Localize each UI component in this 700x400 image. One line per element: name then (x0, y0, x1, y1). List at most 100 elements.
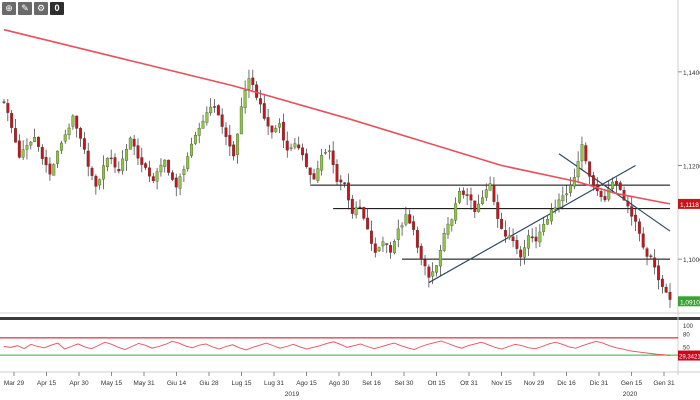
candle-body-57 (220, 114, 224, 127)
candle-body-37 (144, 163, 148, 168)
candle-body-125 (480, 197, 484, 204)
pencil-icon[interactable]: ✎ (18, 2, 32, 15)
candle-body-141 (542, 223, 546, 232)
candle-body-66 (255, 84, 259, 98)
x-tick-label-9: Ago 15 (296, 380, 317, 387)
x-tick-label-1: Apr 15 (37, 380, 57, 387)
candle-body-51 (197, 127, 201, 136)
candle-body-101 (389, 245, 393, 253)
pane-separator (0, 317, 700, 320)
candle-body-92 (354, 207, 358, 216)
candle-body-14 (56, 150, 60, 164)
candle-body-9 (36, 136, 40, 147)
x-tick-label-5: Giu 14 (167, 380, 187, 387)
candle-body-15 (59, 142, 63, 151)
candle-body-144 (553, 207, 557, 210)
candle-body-18 (71, 115, 75, 127)
candle-body-160 (614, 181, 618, 185)
last-price-label: 1,0910 (680, 299, 700, 306)
candle-body-45 (174, 177, 178, 188)
x-tick-label-20: Gen 31 (653, 380, 675, 387)
candle-body-33 (128, 137, 132, 150)
candle-body-110 (423, 259, 427, 267)
candle-body-25 (98, 179, 102, 186)
y-tick-label-2: 1,1000 (683, 257, 700, 264)
candle-body-165 (634, 214, 638, 222)
moving-average-line (3, 28, 671, 205)
candle-body-128 (492, 184, 496, 202)
candle-body-89 (343, 182, 347, 184)
candle-body-76 (293, 143, 297, 148)
candle-body-170 (653, 257, 657, 268)
year-label-0: 2019 (285, 391, 300, 398)
x-tick-label-2: Apr 30 (69, 380, 89, 387)
candle-body-74 (285, 140, 289, 151)
chart-toolbar: ⊕ ✎ ⚙ 0 (2, 2, 64, 15)
candle-body-123 (473, 200, 477, 212)
candle-body-139 (534, 236, 538, 242)
x-tick-label-11: Set 16 (362, 380, 381, 387)
candle-body-5 (21, 149, 25, 158)
oscillator-tick-label-1: 80 (683, 333, 690, 339)
candle-body-32 (125, 148, 128, 161)
candle-body-111 (427, 266, 431, 278)
candle-body-98 (377, 247, 381, 252)
candle-body-150 (576, 161, 580, 178)
candle-body-80 (308, 167, 312, 175)
candle-body-38 (147, 167, 151, 177)
candle-body-71 (274, 128, 278, 132)
candle-body-83 (320, 154, 324, 171)
candle-body-48 (186, 156, 190, 169)
candle-body-35 (136, 145, 140, 159)
candle-body-138 (530, 236, 534, 239)
candle-body-96 (369, 230, 373, 244)
candle-body-112 (431, 271, 435, 277)
candle-body-108 (415, 230, 419, 248)
candle-body-62 (239, 106, 243, 135)
candle-body-68 (262, 103, 266, 119)
candle-body-42 (163, 159, 167, 167)
candle-body-174 (668, 291, 672, 300)
candle-body-167 (641, 233, 645, 248)
candle-body-106 (408, 214, 412, 224)
candle-body-172 (660, 278, 664, 287)
candle-body-70 (270, 125, 274, 133)
candle-body-86 (331, 150, 335, 166)
candle-body-24 (94, 175, 98, 187)
candle-body-78 (301, 147, 305, 156)
oscillator-value-label: 29,3421 (679, 355, 700, 361)
candle-body-20 (79, 128, 83, 139)
crosshair-icon[interactable]: ⊕ (2, 2, 16, 15)
candle-body-163 (626, 200, 630, 207)
candle-body-59 (228, 135, 232, 147)
candle-body-31 (121, 158, 125, 171)
candle-body-63 (243, 90, 247, 108)
ma-value-tag (678, 198, 700, 209)
candle-body-146 (561, 195, 565, 202)
candle-body-137 (526, 235, 530, 249)
x-tick-label-15: Nov 15 (491, 380, 512, 387)
candle-body-49 (190, 143, 194, 156)
candle-body-131 (503, 230, 507, 237)
candle-body-124 (477, 203, 481, 212)
candle-body-132 (507, 235, 511, 239)
candle-body-23 (90, 167, 94, 176)
candle-body-147 (565, 193, 569, 196)
candle-body-1 (6, 103, 10, 113)
settings-icon[interactable]: ⚙ (34, 2, 48, 15)
toolbar-badge[interactable]: 0 (50, 2, 64, 15)
candle-body-61 (236, 133, 239, 155)
candle-body-116 (446, 223, 450, 235)
candle-body-84 (324, 152, 327, 154)
candle-body-47 (182, 169, 186, 176)
candle-body-171 (657, 265, 660, 281)
x-tick-label-12: Set 30 (395, 380, 414, 387)
candle-body-13 (52, 164, 56, 176)
candle-body-36 (140, 157, 144, 165)
candle-body-153 (588, 161, 592, 177)
candle-body-120 (461, 190, 465, 195)
candle-body-40 (155, 171, 159, 182)
candle-body-22 (86, 150, 90, 167)
candle-body-16 (63, 134, 67, 142)
